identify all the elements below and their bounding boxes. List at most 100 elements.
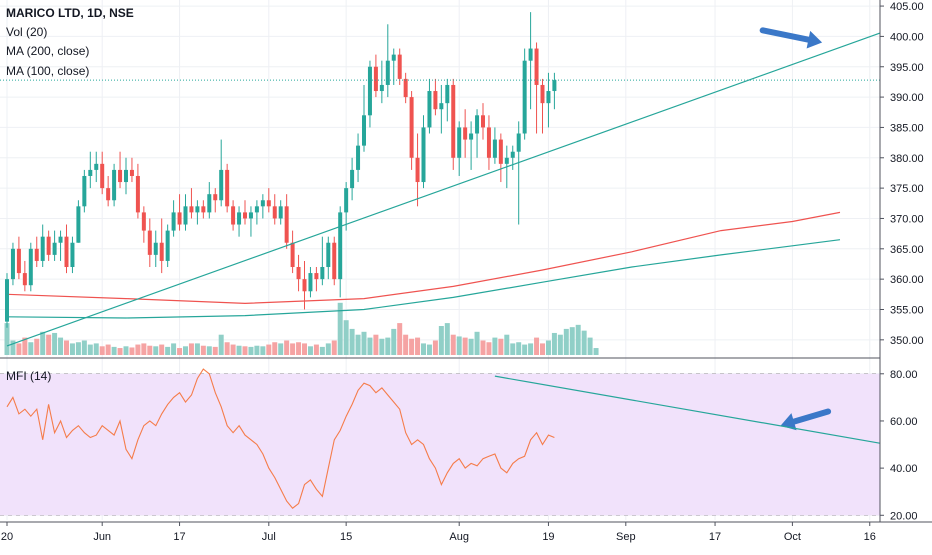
volume-bar xyxy=(504,334,510,355)
volume-bar xyxy=(272,342,278,355)
candle-body xyxy=(52,242,57,255)
price-tick-label: 365.00 xyxy=(890,244,924,256)
candle-body xyxy=(308,273,313,292)
volume-bar xyxy=(58,337,64,355)
candle-body xyxy=(463,127,468,140)
legend-ma200[interactable]: MA (200, close) xyxy=(6,44,90,58)
candle-body xyxy=(237,212,242,225)
candle-body xyxy=(16,248,21,274)
price-tick-label: 360.00 xyxy=(890,274,924,286)
candle-body xyxy=(225,169,230,207)
annotation-arrows-layer xyxy=(494,27,888,446)
time-tick-label: 15 xyxy=(340,531,352,543)
candle-body xyxy=(266,200,271,207)
volume-bar xyxy=(254,345,260,355)
candle-body xyxy=(469,133,474,140)
time-tick-label: 16 xyxy=(864,531,876,543)
volume-bar xyxy=(456,336,462,355)
legend-mfi[interactable]: MFI (14) xyxy=(6,369,52,383)
volume-bar xyxy=(75,342,81,355)
chart-title[interactable]: MARICO LTD, 1D, NSE xyxy=(6,6,134,20)
volume-bar xyxy=(444,323,450,355)
candle-body xyxy=(22,273,27,286)
candle-body xyxy=(201,206,206,213)
volume-bar xyxy=(206,346,212,355)
candle-body xyxy=(58,236,63,243)
candle-body xyxy=(385,60,390,85)
volume-bar xyxy=(593,348,599,355)
candle-body xyxy=(88,169,93,176)
volume-bar xyxy=(540,343,545,355)
candle-body xyxy=(391,54,396,61)
candle-body xyxy=(153,242,158,255)
volume-bar xyxy=(337,302,343,355)
annotation-arrow-head xyxy=(806,30,823,49)
candle-body xyxy=(213,194,218,201)
volume-bar xyxy=(165,346,171,355)
volume-bar xyxy=(557,334,563,355)
volume-bar xyxy=(409,338,415,355)
volume-bar xyxy=(200,345,206,355)
candle-body xyxy=(112,169,117,201)
candle-body xyxy=(94,163,99,170)
candle-body xyxy=(362,115,366,146)
price-tick-label: 370.00 xyxy=(890,213,924,225)
volume-bar xyxy=(480,340,486,355)
volume-bar xyxy=(302,343,307,355)
volume-bar xyxy=(183,346,188,355)
candle-body xyxy=(498,139,503,164)
candle-body xyxy=(522,60,527,134)
candle-body xyxy=(314,273,319,280)
candle-body xyxy=(171,212,176,231)
candle-body xyxy=(106,188,111,201)
legend-ma100[interactable]: MA (100, close) xyxy=(6,64,90,78)
candle-body xyxy=(64,236,69,268)
volume-bar xyxy=(123,346,129,355)
volume-bar xyxy=(22,337,28,355)
candle-body xyxy=(302,279,307,292)
volume-bar xyxy=(278,343,284,355)
volume-bar xyxy=(87,344,93,355)
candle-body xyxy=(320,267,325,280)
volume-bar xyxy=(361,331,367,355)
mfi-tick-label: 60.00 xyxy=(890,416,918,428)
price-tick-label: 380.00 xyxy=(890,153,924,165)
candle-body xyxy=(439,103,444,110)
mfi-trendline xyxy=(494,375,888,446)
candle-body xyxy=(141,212,146,231)
candle-body xyxy=(28,248,33,286)
volume-bar xyxy=(224,342,230,355)
candle-body xyxy=(231,206,236,225)
volume-bar xyxy=(522,344,528,355)
mfi-overbought-oversold-band xyxy=(0,373,880,516)
candle-body xyxy=(397,54,402,79)
price-tick-label: 390.00 xyxy=(890,92,924,104)
candle-body xyxy=(552,80,557,92)
candle-body xyxy=(34,248,39,261)
volume-layer xyxy=(4,302,599,355)
volume-bar xyxy=(171,343,177,355)
volume-bar xyxy=(69,343,75,355)
candle-body xyxy=(338,212,343,280)
volume-bar xyxy=(438,326,444,355)
candle-body xyxy=(504,157,509,164)
candle-body xyxy=(70,242,75,268)
volume-bar xyxy=(325,343,331,355)
candle-body xyxy=(189,206,194,213)
price-tick-label: 350.00 xyxy=(890,335,924,347)
legend-volume[interactable]: Vol (20) xyxy=(6,25,48,39)
candle-body xyxy=(540,84,545,104)
volume-bar xyxy=(492,337,498,355)
candle-body xyxy=(243,212,247,219)
volume-bar xyxy=(307,346,313,355)
time-tick-label: 20 xyxy=(1,531,13,543)
volume-bar xyxy=(236,345,242,355)
volume-bar xyxy=(528,343,534,355)
volume-bar xyxy=(266,344,272,355)
time-tick-label: Aug xyxy=(449,531,469,543)
volume-bar xyxy=(230,344,236,355)
volume-bar xyxy=(212,346,218,355)
volume-bar xyxy=(177,348,183,355)
